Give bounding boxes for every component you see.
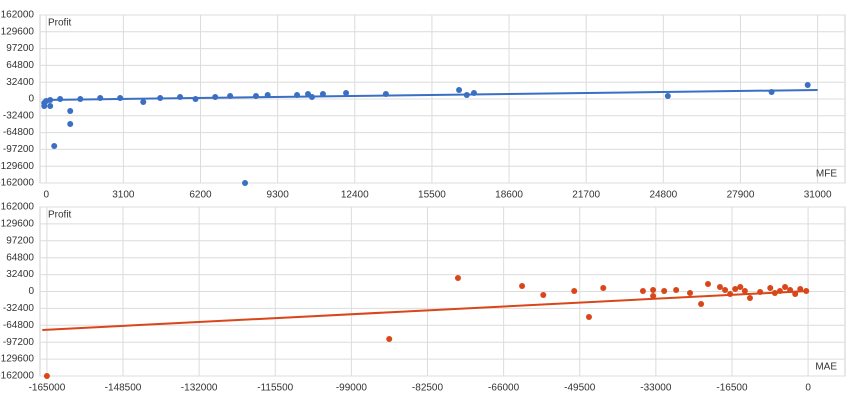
y-tick-label: -162000: [0, 371, 34, 382]
data-point: [741, 287, 748, 294]
x-tick-label: -132000: [181, 383, 218, 394]
x-tick-label: -165000: [29, 383, 66, 394]
data-point: [737, 284, 744, 291]
x-tick-label: 6200: [189, 190, 212, 201]
y-tick-label: 0: [28, 94, 34, 105]
data-point: [722, 286, 729, 293]
data-point: [571, 287, 578, 294]
x-tick-label: -115500: [257, 383, 293, 394]
data-point: [650, 286, 657, 293]
data-point: [343, 89, 350, 96]
y-axis-label: Profit: [48, 18, 72, 29]
data-point: [540, 291, 547, 298]
data-point: [600, 285, 607, 292]
x-tick-label: 9300: [267, 190, 290, 201]
y-tick-label: -97200: [3, 337, 35, 348]
data-point: [746, 295, 753, 302]
y-tick-label: -97200: [3, 144, 35, 155]
data-point: [585, 314, 592, 321]
data-point: [673, 286, 680, 293]
data-point: [456, 86, 463, 93]
data-point: [732, 285, 739, 292]
data-point: [650, 292, 657, 299]
data-point: [767, 285, 774, 292]
data-point: [716, 284, 723, 291]
y-tick-label: 129600: [1, 26, 35, 37]
x-tick-label: 0: [43, 190, 49, 201]
data-point: [664, 92, 671, 99]
y-tick-label: -64800: [3, 127, 35, 138]
y-tick-label: -32400: [3, 110, 35, 121]
y-tick-label: 0: [28, 286, 34, 297]
x-tick-label: 24800: [649, 190, 677, 201]
y-axis-label: Profit: [48, 210, 72, 221]
data-point: [519, 283, 526, 290]
data-point: [639, 287, 646, 294]
y-tick-label: -162000: [0, 178, 34, 189]
y-tick-label: 32400: [6, 77, 34, 88]
trend-line: [43, 88, 818, 101]
data-point: [804, 82, 811, 88]
x-tick-label: -82500: [412, 383, 444, 394]
x-tick-label: 27900: [727, 190, 755, 201]
y-tick-label: -64800: [3, 320, 35, 331]
x-tick-label: 21700: [572, 190, 600, 201]
data-point: [782, 284, 789, 291]
x-axis-label: MFE: [816, 169, 837, 180]
y-tick-label: 162000: [1, 10, 35, 21]
x-tick-label: -99000: [336, 383, 368, 394]
data-point: [454, 274, 461, 281]
y-tick-label: 97200: [6, 235, 34, 246]
x-axis-label: MAE: [815, 362, 837, 373]
y-tick-label: 97200: [6, 43, 34, 54]
y-tick-label: 162000: [1, 202, 35, 213]
x-tick-label: 15500: [418, 190, 446, 201]
x-tick-label: 0: [805, 383, 811, 394]
y-tick-label: 64800: [6, 60, 34, 71]
x-tick-label: -33000: [640, 383, 672, 394]
data-point: [51, 142, 58, 149]
y-tick-label: 32400: [6, 269, 34, 280]
data-point: [67, 120, 74, 127]
data-point: [47, 103, 54, 109]
x-tick-label: -148500: [105, 383, 142, 394]
data-point: [686, 290, 693, 297]
data-point: [140, 99, 147, 106]
data-point: [386, 336, 393, 343]
data-point: [41, 103, 48, 109]
y-tick-label: -129600: [0, 354, 34, 365]
data-point: [242, 180, 249, 186]
data-point: [704, 280, 711, 287]
x-tick-label: 3100: [112, 190, 135, 201]
data-point: [661, 287, 668, 294]
y-tick-label: 129600: [1, 219, 35, 230]
x-tick-label: -66000: [488, 383, 520, 394]
x-tick-label: -16500: [716, 383, 748, 394]
x-tick-label: 12400: [341, 190, 369, 201]
trend-line: [42, 289, 809, 331]
y-tick-label: 64800: [6, 252, 34, 263]
x-tick-label: 31000: [804, 190, 832, 201]
data-point: [67, 107, 74, 114]
data-point: [43, 373, 50, 379]
data-point: [698, 301, 705, 308]
y-tick-label: -32400: [3, 303, 35, 314]
x-tick-label: 18600: [495, 190, 523, 201]
y-tick-label: -129600: [0, 161, 34, 172]
x-tick-label: -49500: [564, 383, 596, 394]
